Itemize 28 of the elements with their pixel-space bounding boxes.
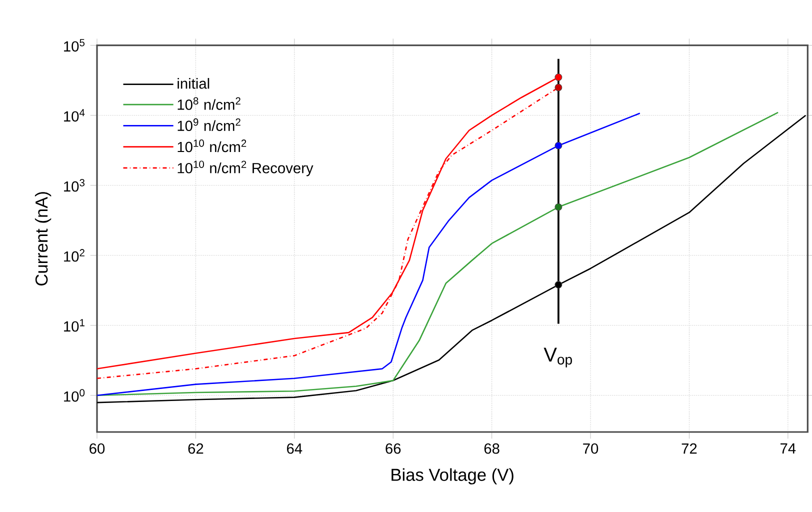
x-tick-label: 68 [484,443,500,454]
y-axis-title: Current (nA) [34,192,52,286]
point [554,74,562,81]
legend-label: 10$^{10}$ n/cm$^{2}$ Recovery [178,160,314,176]
x-axis-title: Bias Voltage (V) [392,468,514,484]
point [554,281,562,289]
legend-label: 10$^{10}$ n/cm$^{2}$ [178,140,246,152]
legend-label: 10$^{8}$ n/cm$^{2}$ [178,97,240,110]
line-series [97,112,641,396]
point [554,142,562,150]
x-tick-label: 66 [386,443,401,454]
x-tick-label: 60 [90,443,105,454]
legend-label: initial [178,78,210,89]
y-tick-label: 10$^{2}$ [64,249,84,262]
y-tick-label: 10$^{1}$ [64,319,84,332]
y-tick-label: 10$^{0}$ [64,389,85,402]
x-tick-label: 72 [682,443,697,454]
y-tick-label: 10$^{5}$ [64,39,85,52]
y-tick-label: 10$^{3}$ [64,179,84,192]
x-tick-label: 64 [287,443,302,454]
x-tick-label: 70 [583,443,598,454]
x-tick-label: 74 [780,443,796,454]
ref-line-label: V$_{op}$ [544,348,572,368]
point [554,84,562,92]
point [554,203,562,211]
y-tick-label: 10$^{4}$ [64,109,85,122]
x-tick-label: 62 [188,443,204,454]
legend-label: 10$^{9}$ n/cm$^{2}$ [178,118,240,132]
